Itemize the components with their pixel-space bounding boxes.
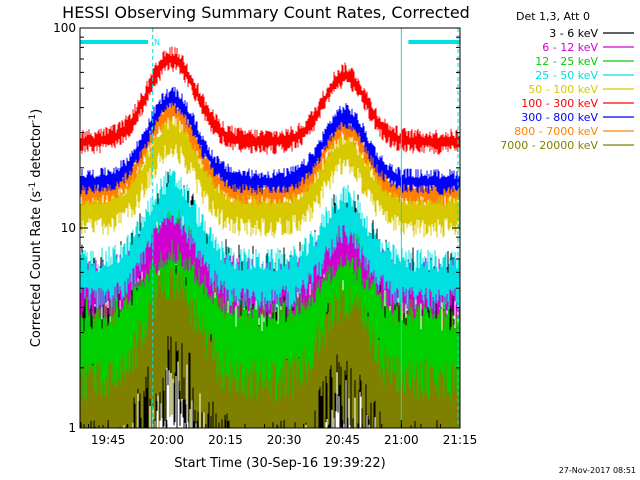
legend-label: 25 - 50 keV [535,69,598,82]
legend-label: 50 - 100 keV [528,83,598,96]
legend-label: 3 - 6 keV [549,27,598,40]
legend-label: 300 - 800 keV [521,111,598,124]
y-tick-label: 10 [61,221,76,235]
timestamp: 27-Nov-2017 08:51 [559,466,636,475]
x-axis-label: Start Time (30-Sep-16 19:39:22) [174,456,385,471]
axes: 19:45 20:00 20:15 20:30 20:45 21:00 21:15 1 10 10… [53,21,477,447]
y-tick-label: 100 [53,21,76,35]
legend-label: 6 - 12 keV [542,41,598,54]
x-tick-label: 20:45 [325,433,360,447]
x-tick-label: 21:15 [443,433,478,447]
marker-label: N [154,38,160,47]
y-tick-label: 1 [68,421,76,435]
legend-label: 12 - 25 keV [535,55,598,68]
legend-label: 100 - 300 keV [521,97,598,110]
series-line [80,113,460,238]
x-tick-label: 19:45 [91,433,126,447]
plot-area: N [80,28,460,428]
series-line [80,86,460,195]
series-line [80,168,460,311]
legend-label: 7000 - 20000 keV [500,139,598,152]
x-tick-label: 21:00 [384,433,419,447]
x-tick-label: 20:30 [267,433,302,447]
x-tick-label: 20:15 [208,433,243,447]
legend-label: 800 - 7000 keV [514,125,598,138]
y-axis-label: Corrected Count Rate (s-1 detector-1) [28,109,44,347]
chart-title: HESSI Observing Summary Count Rates, Cor… [62,3,470,22]
x-tick-label: 20:00 [149,433,184,447]
series-line [80,46,460,155]
legend-header: Det 1,3, Att 0 [516,10,590,23]
